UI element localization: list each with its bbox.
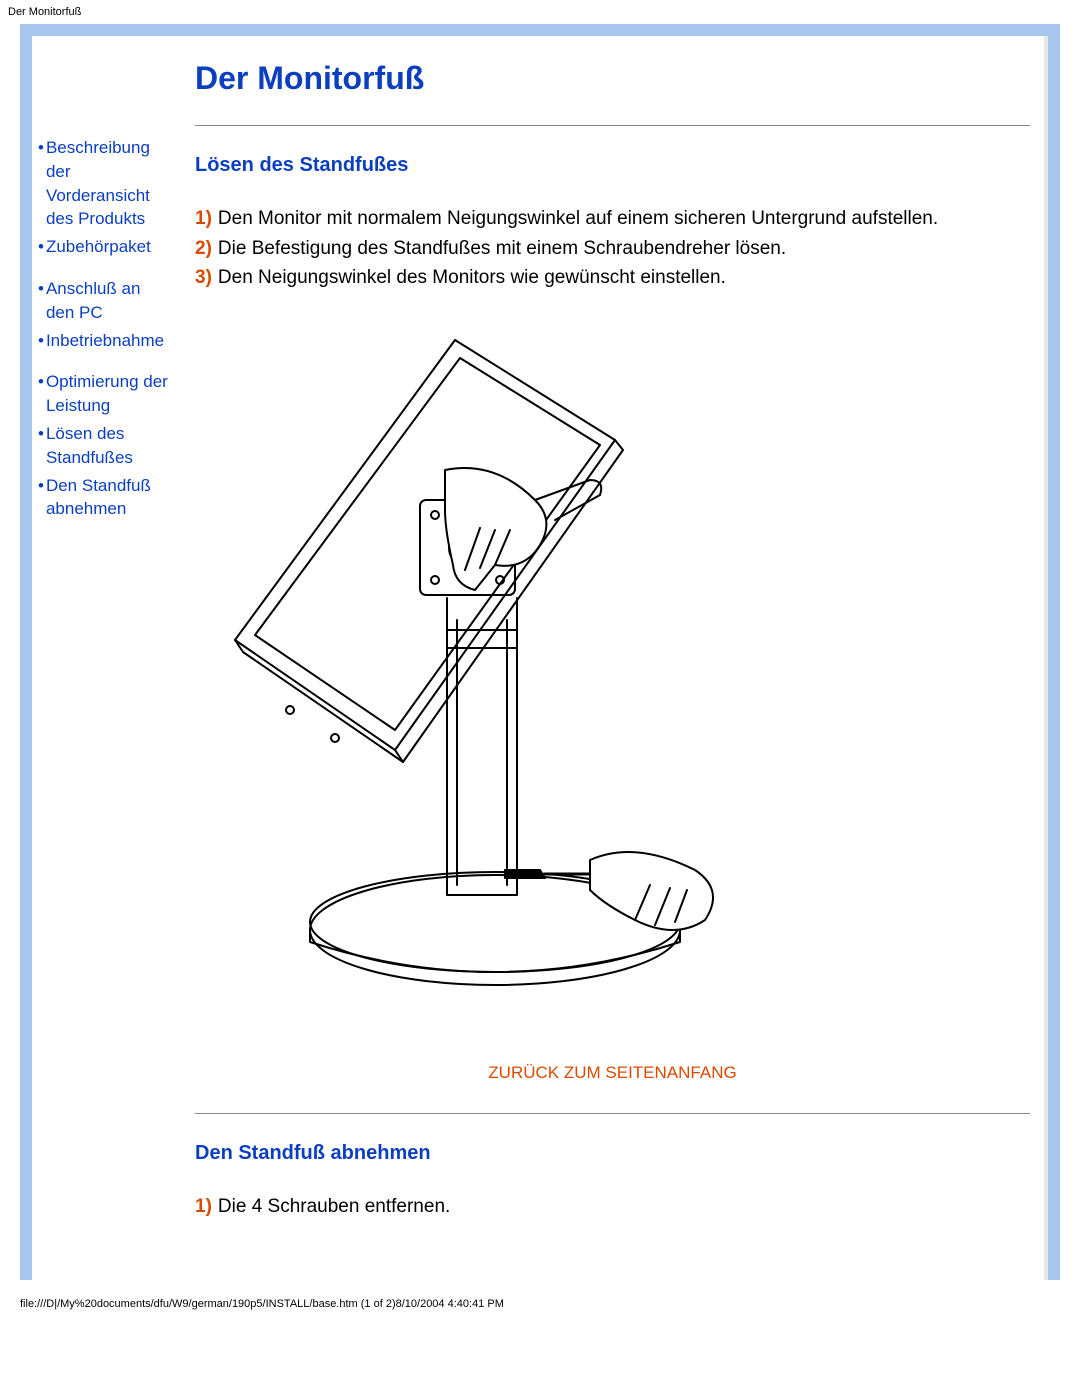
footer-file-path: file:///D|/My%20documents/dfu/W9/german/…: [0, 1290, 1080, 1324]
sidebar-item-loesen[interactable]: • Lösen des Standfußes: [38, 422, 171, 470]
divider: [195, 1113, 1030, 1114]
sidebar-item-anschluss[interactable]: • Anschluß an den PC: [38, 277, 171, 325]
content-wrapper: • Beschreibung der Vorderansicht des Pro…: [32, 36, 1048, 1280]
section-heading-abnehmen: Den Standfuß abnehmen: [195, 1142, 1030, 1165]
step-text: Den Monitor mit normalem Neigungswinkel …: [218, 205, 938, 233]
step-number: 2): [195, 235, 212, 263]
frame-right-shadow: [1044, 36, 1048, 1280]
divider: [195, 125, 1030, 126]
bullet-icon: •: [38, 370, 44, 418]
bullet-icon: •: [38, 235, 44, 259]
sidebar-item-label: Anschluß an den PC: [46, 277, 171, 325]
back-to-top-link[interactable]: ZURÜCK ZUM SEITENANFANG: [195, 1063, 1030, 1083]
bullet-icon: •: [38, 277, 44, 325]
bullet-icon: •: [38, 474, 44, 522]
step-row: 3) Den Neigungswinkel des Monitors wie g…: [195, 264, 1030, 292]
sidebar-item-abnehmen[interactable]: • Den Standfuß abnehmen: [38, 474, 171, 522]
step-list-1: 1) Den Monitor mit normalem Neigungswink…: [195, 205, 1030, 292]
page-frame: • Beschreibung der Vorderansicht des Pro…: [20, 24, 1060, 1280]
sidebar-item-beschreibung[interactable]: • Beschreibung der Vorderansicht des Pro…: [38, 136, 171, 231]
step-row: 1) Die 4 Schrauben entfernen.: [195, 1193, 1030, 1221]
page-title: Der Monitorfuß: [195, 60, 1030, 97]
browser-header-title: Der Monitorfuß: [0, 0, 1080, 24]
step-text: Die 4 Schrauben entfernen.: [218, 1193, 450, 1221]
sidebar-nav: • Beschreibung der Vorderansicht des Pro…: [32, 36, 177, 1280]
sidebar-item-label: Den Standfuß abnehmen: [46, 474, 171, 522]
step-list-2: 1) Die 4 Schrauben entfernen.: [195, 1193, 1030, 1221]
sidebar-item-optimierung[interactable]: • Optimierung der Leistung: [38, 370, 171, 418]
sidebar-item-zubehoer[interactable]: • Zubehörpaket: [38, 235, 171, 259]
step-text: Den Neigungswinkel des Monitors wie gewü…: [218, 264, 726, 292]
monitor-stand-illustration: [195, 330, 755, 1030]
main-content: Der Monitorfuß Lösen des Standfußes 1) D…: [177, 36, 1048, 1280]
step-row: 1) Den Monitor mit normalem Neigungswink…: [195, 205, 1030, 233]
sidebar-item-label: Inbetriebnahme: [46, 329, 164, 353]
step-text: Die Befestigung des Standfußes mit einem…: [218, 235, 786, 263]
step-number: 3): [195, 264, 212, 292]
sidebar-item-label: Lösen des Standfußes: [46, 422, 171, 470]
bullet-icon: •: [38, 329, 44, 353]
step-number: 1): [195, 205, 212, 233]
step-row: 2) Die Befestigung des Standfußes mit ei…: [195, 235, 1030, 263]
sidebar-item-label: Beschreibung der Vorderansicht des Produ…: [46, 136, 171, 231]
section-heading-loesen: Lösen des Standfußes: [195, 154, 1030, 177]
bullet-icon: •: [38, 422, 44, 470]
sidebar-item-label: Zubehörpaket: [46, 235, 151, 259]
bullet-icon: •: [38, 136, 44, 231]
step-number: 1): [195, 1193, 212, 1221]
sidebar-item-label: Optimierung der Leistung: [46, 370, 171, 418]
sidebar-item-inbetriebnahme[interactable]: • Inbetriebnahme: [38, 329, 171, 353]
